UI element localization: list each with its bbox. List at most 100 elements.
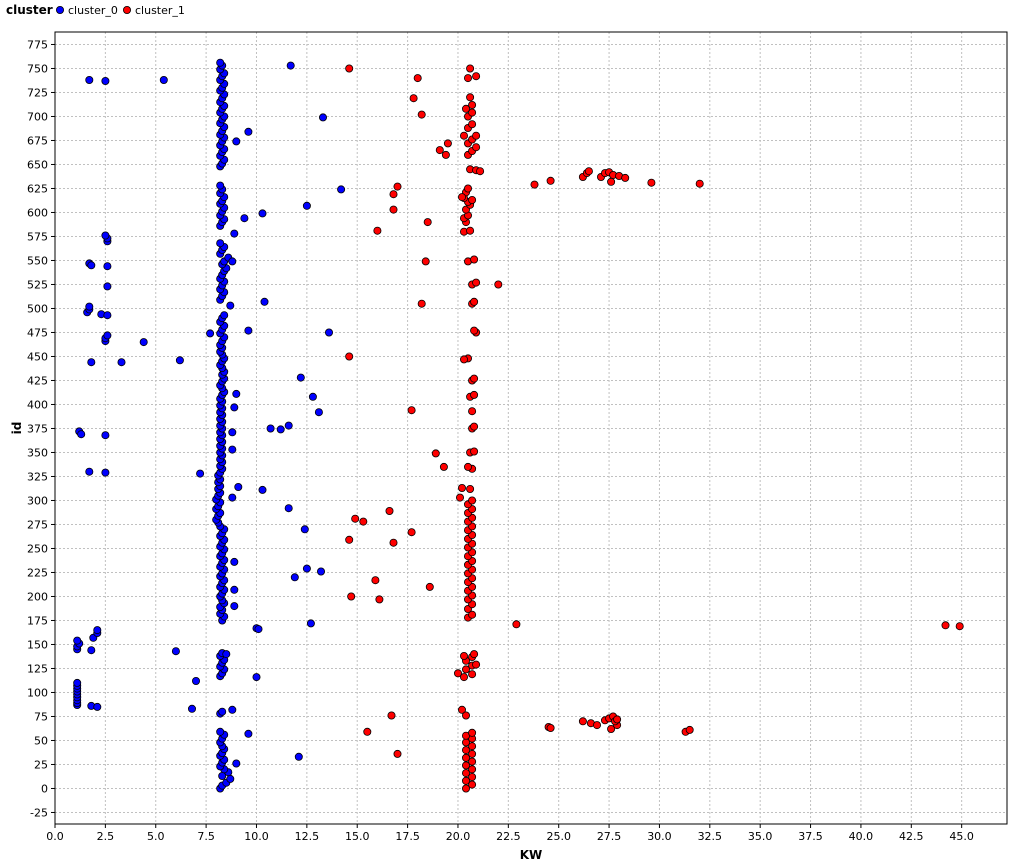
data-point xyxy=(472,660,481,669)
x-tick-label: 5.0 xyxy=(147,830,165,843)
y-tick-label: 125 xyxy=(27,662,48,675)
data-point xyxy=(85,76,94,85)
data-point xyxy=(232,389,241,398)
data-point xyxy=(466,64,475,73)
data-point xyxy=(218,707,227,716)
data-point xyxy=(216,239,225,248)
data-point xyxy=(286,61,295,70)
data-point xyxy=(466,93,475,102)
y-tick-label: 350 xyxy=(27,446,48,459)
data-point xyxy=(206,329,215,338)
data-point xyxy=(258,209,267,218)
data-point xyxy=(466,484,475,493)
data-point xyxy=(468,108,477,117)
y-tick-label: 175 xyxy=(27,614,48,627)
data-point xyxy=(512,620,521,629)
data-point xyxy=(85,302,94,311)
data-point xyxy=(425,582,434,591)
legend-label: cluster_0 xyxy=(68,4,118,17)
data-point xyxy=(470,374,479,383)
data-point xyxy=(463,184,472,193)
y-tick-label: 650 xyxy=(27,158,48,171)
data-point xyxy=(117,358,126,367)
data-point xyxy=(308,392,317,401)
data-point xyxy=(461,711,470,720)
x-tick-label: 10.0 xyxy=(244,830,269,843)
x-tick-label: 7.5 xyxy=(197,830,215,843)
data-point xyxy=(468,773,477,782)
data-point xyxy=(220,311,229,320)
y-tick-label: 275 xyxy=(27,518,48,531)
data-point xyxy=(347,592,356,601)
legend-title: cluster xyxy=(6,3,53,17)
legend-marker xyxy=(123,6,132,14)
data-point xyxy=(385,506,394,515)
legend-items: cluster_0 cluster_1 xyxy=(56,4,185,17)
data-point xyxy=(77,430,86,439)
data-point xyxy=(73,678,82,687)
data-point xyxy=(407,406,416,415)
y-tick-label: 750 xyxy=(27,62,48,75)
data-point xyxy=(101,77,110,86)
data-point xyxy=(389,205,398,214)
data-point xyxy=(546,724,555,733)
data-point xyxy=(461,753,470,762)
data-point xyxy=(607,725,616,734)
data-point xyxy=(345,352,354,361)
data-point xyxy=(351,514,360,523)
data-point xyxy=(85,467,94,476)
data-point xyxy=(613,715,622,724)
data-point xyxy=(228,493,237,502)
data-point xyxy=(455,493,464,502)
data-point xyxy=(139,338,148,347)
y-tick-label: 700 xyxy=(27,110,48,123)
data-point xyxy=(593,721,602,730)
data-point xyxy=(252,673,261,682)
data-point xyxy=(421,257,430,266)
data-point xyxy=(423,218,432,227)
y-tick-label: 325 xyxy=(27,470,48,483)
data-point xyxy=(431,449,440,458)
x-tick-label: 37.5 xyxy=(798,830,823,843)
data-point xyxy=(443,139,452,148)
y-tick-label: 300 xyxy=(27,494,48,507)
data-point xyxy=(417,110,426,119)
data-point xyxy=(435,146,444,155)
legend-label: cluster_1 xyxy=(135,4,185,17)
data-point xyxy=(216,58,225,67)
y-tick-label: 450 xyxy=(27,350,48,363)
data-point xyxy=(470,447,479,456)
y-tick-label: 725 xyxy=(27,86,48,99)
data-point xyxy=(93,702,102,711)
data-point xyxy=(324,328,333,337)
data-point xyxy=(302,201,311,210)
data-point xyxy=(230,403,239,412)
data-point xyxy=(244,127,253,136)
data-point xyxy=(230,585,239,594)
data-point xyxy=(417,299,426,308)
y-tick-label: 375 xyxy=(27,422,48,435)
data-point xyxy=(470,650,479,659)
y-tick-label: 225 xyxy=(27,566,48,579)
data-point xyxy=(389,538,398,547)
data-point xyxy=(230,602,239,611)
data-point xyxy=(101,231,110,240)
data-point xyxy=(470,297,479,306)
data-point xyxy=(300,525,309,534)
x-axis-ticks: 0.0 2.5 5.0 7.5 10.0 12.5 15.0 17.5 20.0 22.5 25.0… xyxy=(46,824,974,843)
data-point xyxy=(461,784,470,793)
data-point xyxy=(290,573,299,582)
y-axis-ticks: -25 0 25 50 75 100 125 150 175 200 225 250 275 300 325… xyxy=(27,38,55,819)
data-point xyxy=(685,725,694,734)
data-point xyxy=(457,705,466,714)
y-tick-label: 775 xyxy=(27,38,48,51)
x-tick-label: 40.0 xyxy=(849,830,874,843)
data-point xyxy=(171,647,180,656)
x-tick-label: 12.5 xyxy=(295,830,320,843)
data-point xyxy=(345,535,354,544)
data-point xyxy=(226,774,235,783)
data-point xyxy=(244,326,253,335)
y-tick-label: 250 xyxy=(27,542,48,555)
y-tick-label: 475 xyxy=(27,326,48,339)
data-point xyxy=(453,669,462,678)
